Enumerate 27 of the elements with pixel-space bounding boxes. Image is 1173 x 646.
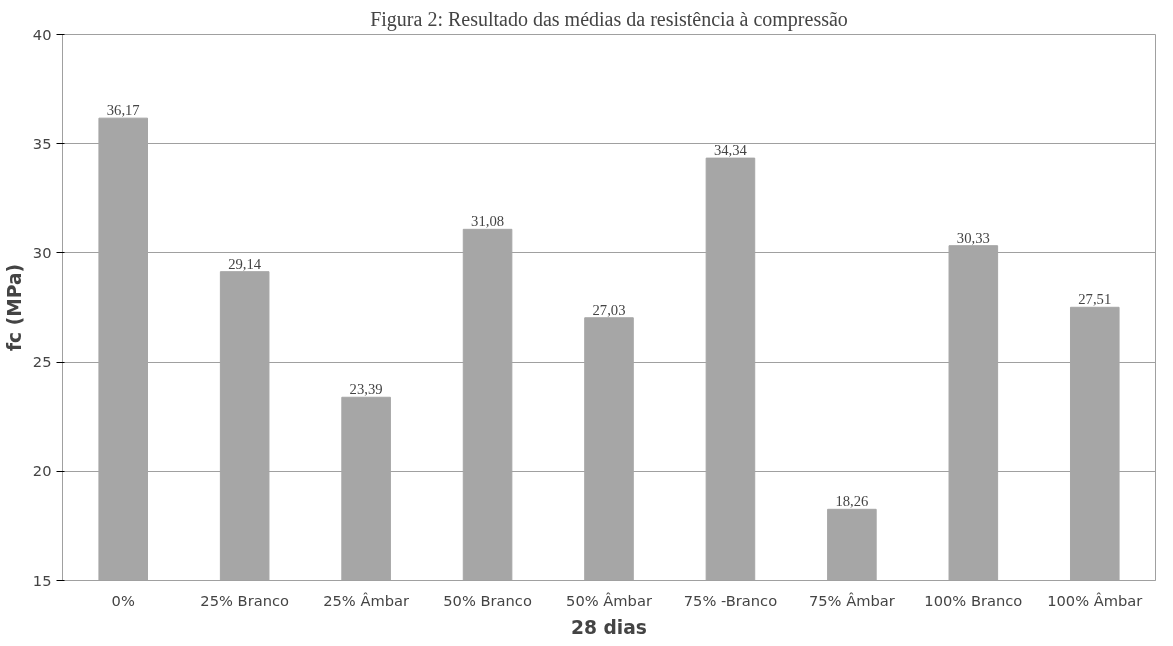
data-label: 34,34 (713, 142, 748, 159)
x-tick-label: 25% Branco (200, 591, 289, 609)
x-tick-label: 50% Branco (443, 591, 532, 609)
data-label: 23,39 (349, 381, 383, 398)
data-label: 36,17 (106, 102, 140, 119)
x-tick-label: 100% Âmbar (1047, 591, 1144, 609)
x-tick-label: 50% Âmbar (566, 591, 653, 609)
y-tick-label: 25 (32, 353, 52, 371)
y-axis-title: fc (MPa) (3, 263, 25, 352)
x-tick-label: 75% Âmbar (808, 591, 896, 609)
y-tick-label: 30 (32, 243, 52, 261)
x-tick-label: 75% -Branco (683, 591, 778, 609)
y-tick-label: 20 (32, 462, 52, 480)
y-tick-label: 35 (32, 134, 52, 152)
y-tick-label: 40 (32, 25, 52, 43)
data-label: 29,14 (228, 255, 262, 272)
data-label: 30,33 (956, 229, 990, 246)
data-label: 18,26 (835, 493, 869, 510)
x-axis-title: 28 dias (571, 616, 647, 638)
x-tick-label: 0% (111, 591, 135, 609)
y-tick-label: 15 (32, 571, 52, 589)
data-label: 27,03 (592, 301, 626, 318)
data-label: 27,51 (1078, 291, 1112, 308)
chart-title: Figura 2: Resultado das médias da resistência à compressão (370, 7, 848, 31)
data-label: 31,08 (471, 213, 505, 230)
x-tick-label: 25% Âmbar (323, 591, 411, 609)
x-tick-label: 100% Branco (924, 591, 1023, 609)
